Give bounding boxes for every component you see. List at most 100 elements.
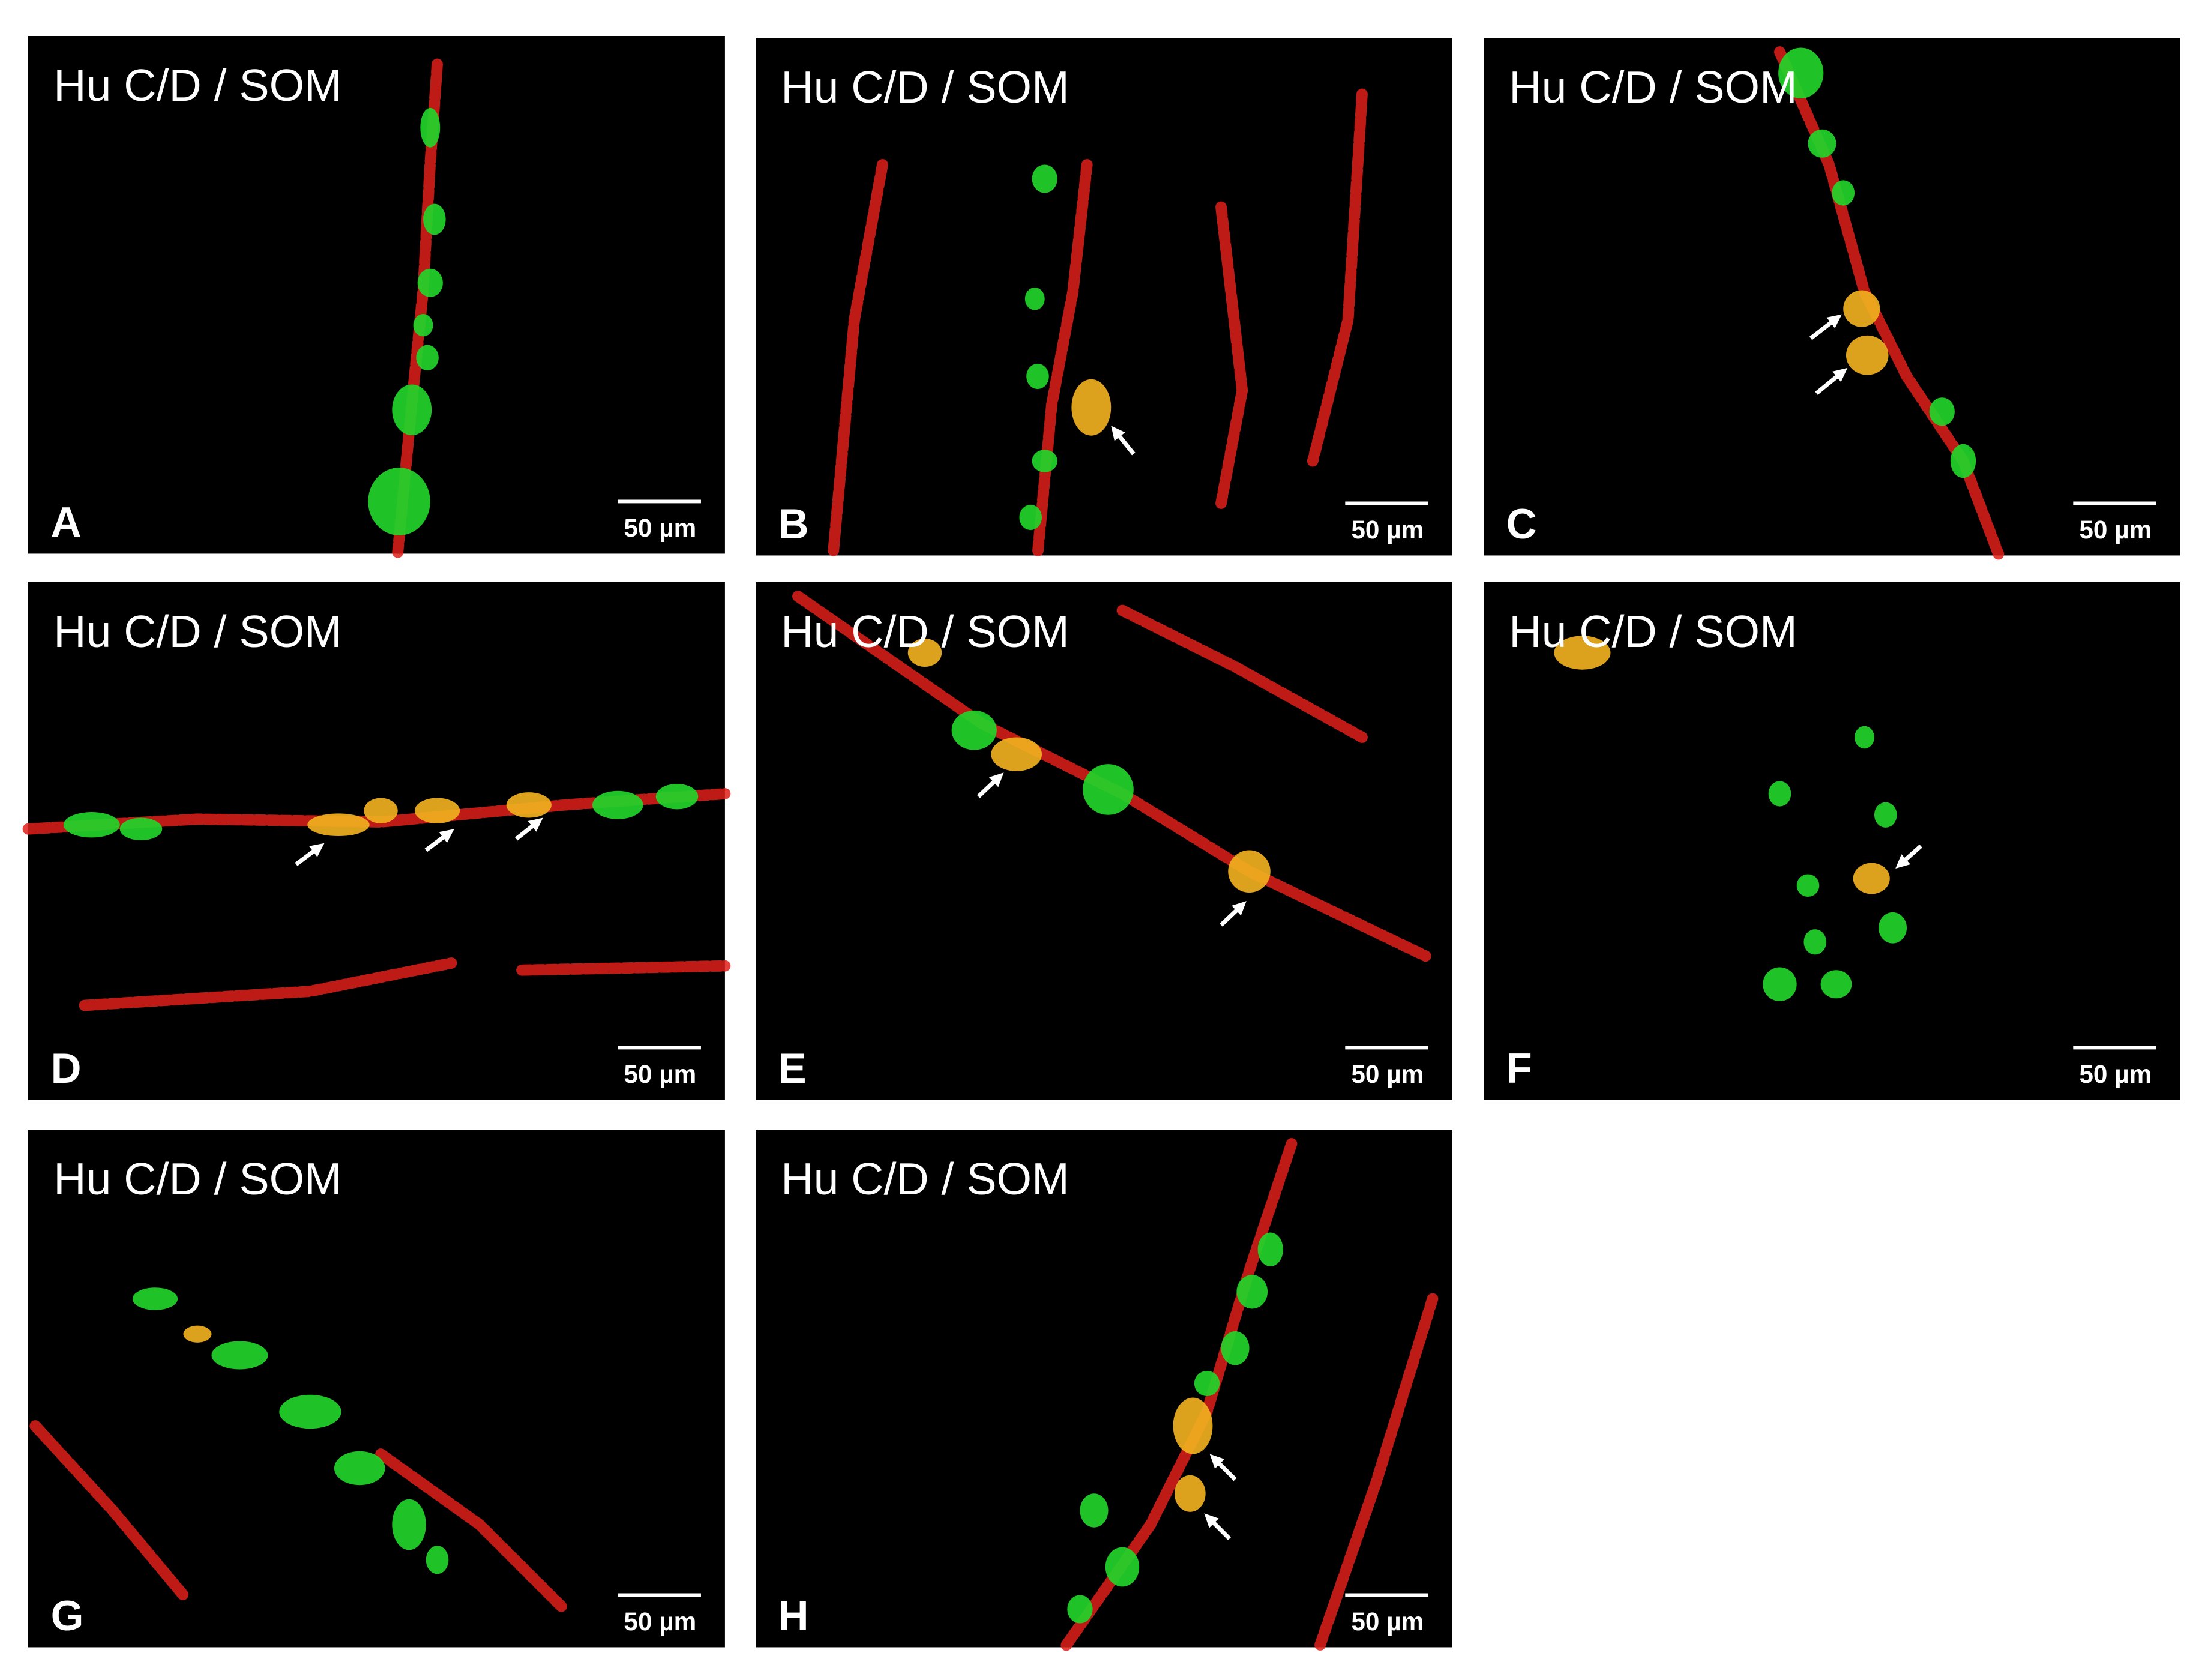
cell	[592, 790, 643, 819]
panel-title: Hu C/D / SOM	[53, 606, 341, 657]
cell	[413, 313, 433, 337]
micrograph-background	[756, 38, 1452, 556]
arrow-head	[309, 843, 325, 857]
panel-letter: F	[1506, 1044, 1532, 1092]
panel: Hu C/D / SOM E 50 µm	[756, 582, 1452, 1100]
cell	[1803, 929, 1827, 955]
panel-title: Hu C/D / SOM	[781, 62, 1069, 112]
cell	[1080, 1493, 1109, 1528]
cell	[1105, 1547, 1140, 1587]
arrow-head	[988, 772, 1004, 787]
scale-label: 50 µm	[624, 514, 696, 542]
fiber	[827, 159, 888, 560]
micrograph-background	[1484, 582, 2180, 1100]
cell	[426, 1546, 449, 1574]
cell	[1173, 1397, 1213, 1454]
panel-letter: E	[778, 1044, 807, 1092]
cell	[417, 268, 443, 297]
micrograph-background	[1484, 38, 2180, 556]
arrow-head	[1895, 854, 1911, 869]
cell	[423, 203, 446, 235]
panel-title: Hu C/D / SOM	[53, 60, 341, 110]
cell	[1950, 444, 1976, 478]
fiber	[1032, 159, 1093, 560]
cell	[183, 1325, 212, 1343]
cell	[368, 468, 430, 535]
scale-label: 50 µm	[624, 1060, 696, 1088]
cell	[63, 812, 120, 838]
fiber	[516, 960, 731, 976]
arrow-head	[1111, 426, 1125, 441]
cell	[1763, 967, 1797, 1001]
cell	[1855, 726, 1874, 749]
panel: Hu C/D / SOM C 50 µm	[1484, 38, 2180, 560]
fiber	[1314, 1293, 1439, 1652]
arrow-head	[528, 817, 543, 832]
panel: Hu C/D / SOM G 50 µm	[28, 1130, 725, 1648]
cell	[392, 384, 432, 436]
cell	[655, 784, 699, 810]
panel-title: Hu C/D / SOM	[1509, 606, 1797, 657]
micrograph-background	[28, 582, 725, 1100]
cell	[1879, 912, 1907, 944]
cell	[1853, 863, 1890, 894]
micrograph-background	[756, 582, 1452, 1100]
arrow-head	[1232, 901, 1247, 916]
cell	[1019, 504, 1042, 531]
cell	[1026, 363, 1049, 390]
cell	[1808, 129, 1836, 158]
cell	[1236, 1275, 1268, 1309]
arrow-head	[439, 829, 454, 843]
cell	[1221, 1331, 1250, 1365]
cell	[392, 1499, 426, 1550]
cell	[1820, 970, 1852, 999]
cell	[907, 639, 942, 667]
cell	[1929, 397, 1955, 426]
scale-label: 50 µm	[2079, 1060, 2152, 1088]
micrograph-background	[28, 36, 725, 554]
cell	[1067, 1595, 1093, 1624]
fiber	[1307, 88, 1368, 467]
cell	[211, 1341, 268, 1370]
cell	[119, 817, 163, 841]
micrograph-background	[756, 1130, 1452, 1648]
arrow-head	[1204, 1513, 1219, 1528]
cell	[1032, 450, 1057, 472]
cell	[364, 798, 398, 823]
cell	[1024, 287, 1045, 310]
panel-title: Hu C/D / SOM	[53, 1154, 341, 1204]
fiber	[29, 1420, 189, 1601]
fiber	[79, 957, 457, 1011]
panel-title: Hu C/D / SOM	[781, 1154, 1069, 1204]
cell	[1843, 290, 1880, 327]
panel-title: Hu C/D / SOM	[1509, 62, 1797, 112]
cell	[307, 813, 370, 836]
panel: Hu C/D / SOM D 50 µm	[22, 582, 731, 1100]
cell	[951, 710, 997, 750]
cell	[1257, 1232, 1283, 1266]
cell	[334, 1451, 385, 1486]
cell	[1554, 636, 1611, 670]
panel-letter: H	[778, 1592, 809, 1639]
cell	[1832, 180, 1855, 206]
arrow-head	[1209, 1454, 1225, 1469]
scale-label: 50 µm	[2079, 516, 2152, 544]
panel-letter: G	[51, 1592, 84, 1639]
cell	[1846, 335, 1889, 375]
panel-letter: B	[778, 500, 809, 547]
cell	[414, 798, 460, 823]
cell	[1796, 874, 1820, 897]
cell	[1083, 764, 1134, 815]
scale-label: 50 µm	[1351, 1607, 1424, 1636]
panel: Hu C/D / SOM B 50 µm	[756, 38, 1452, 560]
cell	[416, 345, 439, 370]
scale-label: 50 µm	[1351, 1060, 1424, 1088]
panel-letter: C	[1506, 500, 1537, 547]
scale-label: 50 µm	[1351, 516, 1424, 544]
cell	[1032, 164, 1057, 193]
fiber	[1215, 201, 1248, 509]
cell	[1874, 802, 1897, 828]
panel-title: Hu C/D / SOM	[781, 606, 1069, 657]
panel-letter: D	[51, 1044, 82, 1092]
scale-label: 50 µm	[624, 1607, 696, 1636]
